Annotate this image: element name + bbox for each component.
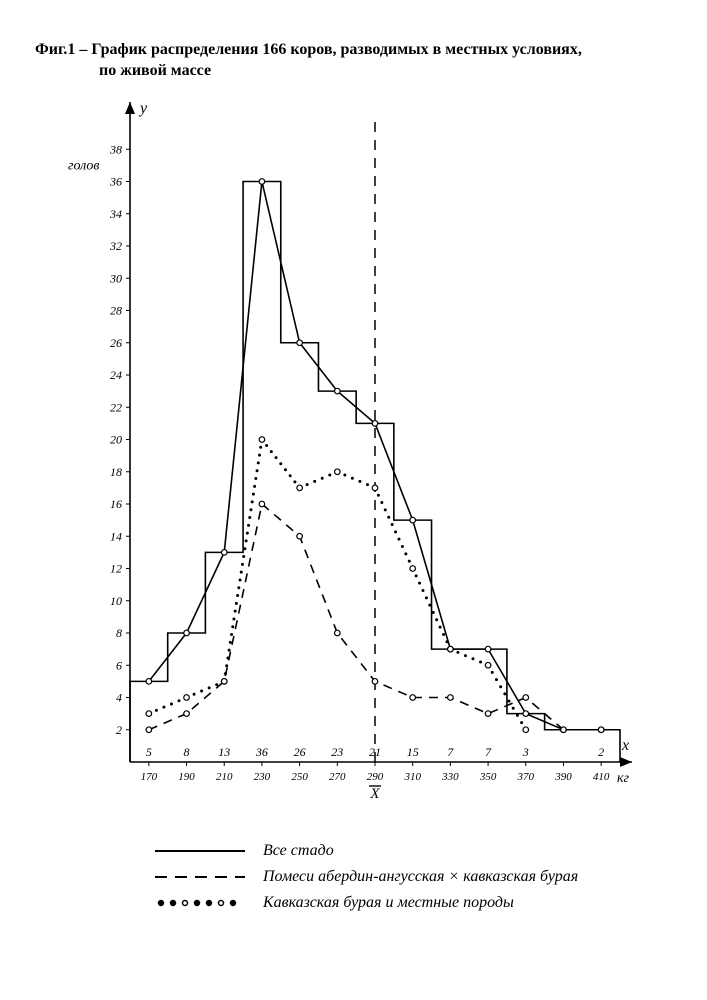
svg-text:250: 250	[291, 771, 308, 783]
svg-text:2: 2	[116, 722, 122, 736]
figure-title: Фиг.1 – График распределения 166 коров, …	[35, 40, 672, 82]
svg-text:12: 12	[110, 561, 122, 575]
legend-item-all-herd: Все стадо	[155, 842, 672, 860]
chart: yголовxкг2468101214161820222426283032343…	[55, 92, 655, 812]
svg-text:230: 230	[254, 771, 271, 783]
svg-text:26: 26	[110, 335, 122, 349]
legend-swatch-dashed	[155, 868, 245, 886]
legend-item-cross: Помеси абердин-ангусская × кавказская бу…	[155, 868, 672, 886]
svg-text:7: 7	[447, 745, 454, 759]
svg-text:5: 5	[146, 745, 152, 759]
legend-label-all-herd: Все стадо	[263, 842, 334, 860]
distribution-chart-svg: yголовxкг2468101214161820222426283032343…	[55, 92, 655, 812]
svg-text:8: 8	[184, 745, 190, 759]
figure-title-line1: Фиг.1 – График распределения 166 коров, …	[35, 41, 582, 58]
svg-text:22: 22	[110, 400, 122, 414]
legend-swatch-solid	[155, 842, 245, 860]
svg-text:10: 10	[110, 593, 122, 607]
svg-text:15: 15	[407, 745, 419, 759]
legend: Все стадо Помеси абердин-ангусская × кав…	[155, 842, 672, 912]
svg-text:190: 190	[178, 771, 195, 783]
svg-text:170: 170	[141, 771, 158, 783]
svg-text:16: 16	[110, 497, 122, 511]
svg-text:26: 26	[294, 745, 306, 759]
svg-text:18: 18	[110, 464, 122, 478]
svg-text:y: y	[138, 100, 148, 117]
svg-text:7: 7	[485, 745, 492, 759]
svg-text:32: 32	[109, 239, 122, 253]
legend-swatch-dotted	[155, 894, 245, 912]
svg-text:34: 34	[109, 206, 122, 220]
legend-item-local: Кавказская бурая и местные породы	[155, 894, 672, 912]
svg-text:голов: голов	[68, 158, 99, 173]
svg-text:кг: кг	[617, 771, 630, 786]
svg-text:410: 410	[593, 771, 610, 783]
svg-text:6: 6	[116, 658, 122, 672]
svg-text:4: 4	[116, 690, 122, 704]
svg-text:390: 390	[554, 771, 572, 783]
svg-text:14: 14	[110, 529, 122, 543]
svg-text:23: 23	[331, 745, 343, 759]
legend-label-cross: Помеси абердин-ангусская × кавказская бу…	[263, 868, 578, 886]
svg-text:20: 20	[110, 432, 122, 446]
svg-text:310: 310	[403, 771, 421, 783]
svg-text:270: 270	[329, 771, 346, 783]
legend-label-local: Кавказская бурая и местные породы	[263, 894, 514, 912]
svg-text:36: 36	[109, 174, 122, 188]
svg-text:28: 28	[110, 303, 122, 317]
svg-text:330: 330	[441, 771, 459, 783]
page: Фиг.1 – График распределения 166 коров, …	[0, 0, 707, 1000]
svg-text:38: 38	[109, 142, 122, 156]
svg-text:8: 8	[116, 626, 122, 640]
svg-text:2: 2	[598, 745, 604, 759]
svg-text:30: 30	[109, 271, 122, 285]
svg-text:x: x	[621, 737, 629, 754]
figure-title-line2: по живой массе	[35, 61, 672, 82]
svg-text:210: 210	[216, 771, 233, 783]
svg-text:3: 3	[522, 745, 529, 759]
svg-text:36: 36	[255, 745, 268, 759]
svg-text:13: 13	[218, 745, 230, 759]
svg-text:24: 24	[110, 368, 122, 382]
svg-text:350: 350	[479, 771, 497, 783]
svg-text:X: X	[369, 786, 380, 802]
svg-text:290: 290	[367, 771, 384, 783]
svg-text:370: 370	[517, 771, 535, 783]
